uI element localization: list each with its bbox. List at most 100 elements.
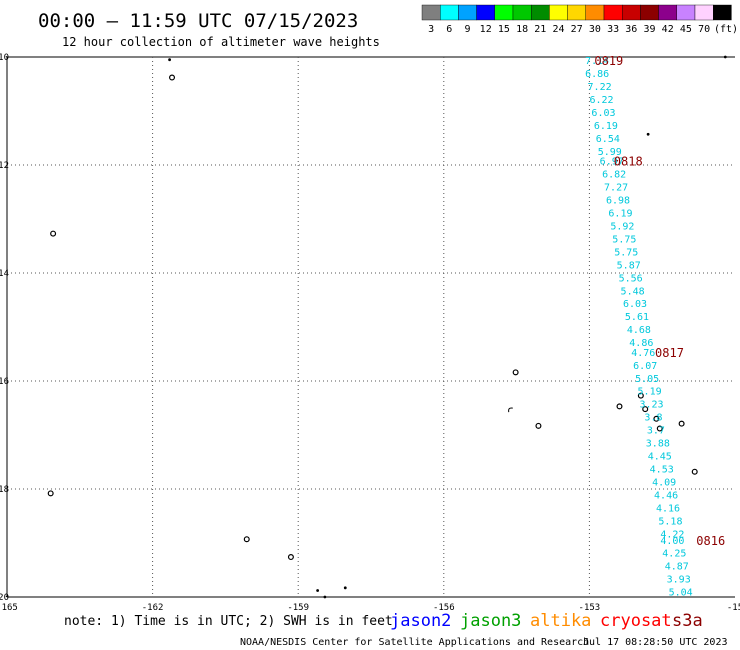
swh-value-label: 5.99 <box>598 147 622 158</box>
swh-value-label: 5.18 <box>658 516 682 527</box>
swh-value-label: 4.22 <box>660 529 684 540</box>
colorbar-label: 70 <box>698 24 710 35</box>
swh-value-label: 5.92 <box>610 221 634 232</box>
island-outline <box>243 536 250 543</box>
swh-value-label: 3.7 <box>647 426 665 437</box>
colorbar-swatch <box>658 4 677 21</box>
colorbar-label: 24 <box>552 24 564 35</box>
swh-value-label: 5.19 <box>638 387 662 398</box>
colorbar-swatch <box>549 4 568 21</box>
swh-value-label: 3.8 <box>644 413 662 424</box>
swh-value-label: 6.03 <box>591 108 615 119</box>
colorbar-swatch <box>440 4 459 21</box>
colorbar-label: 39 <box>643 24 655 35</box>
colorbar-label: 42 <box>662 24 674 35</box>
x-tick-label: -162 <box>142 603 164 613</box>
swh-value-label: 6.98 <box>606 196 630 207</box>
island-outline <box>653 415 660 422</box>
satellite-legend: jason2 jason3 altika cryosat s3a <box>390 611 703 631</box>
y-tick-label: -18 <box>0 485 9 495</box>
wave-height-colorbar: 3 6 9 12 15 18 21 24 27 30 33 36 39 42 45 70 <box>421 4 732 35</box>
swh-value-label: 7.14 <box>585 56 609 67</box>
y-tick-label: -10 <box>0 53 9 63</box>
y-tick-label: -14 <box>0 269 9 279</box>
footer-credit: NOAA/NESDIS Center for Satellite Applica… <box>240 637 589 648</box>
colorbar-label: 21 <box>534 24 546 35</box>
colorbar-label: 27 <box>571 24 583 35</box>
pass-time-label: 0816 <box>696 534 725 548</box>
pass-time-label: 0819 <box>594 54 623 68</box>
satellite-legend-s3a: s3a <box>672 611 703 631</box>
satellite-legend-jason2: jason2 <box>390 611 451 631</box>
colorbar-swatch <box>694 4 714 21</box>
colorbar-swatch <box>585 4 605 21</box>
swh-value-label: 6.54 <box>596 134 620 145</box>
satellite-legend-altika: altika <box>530 611 591 631</box>
island-outline <box>535 422 542 429</box>
pass-time-label: 0817 <box>655 346 684 360</box>
colorbar-label: 33 <box>607 24 619 35</box>
island-outline <box>691 468 698 475</box>
plot-grid <box>7 57 735 597</box>
swh-value-label: 7.22 <box>588 82 612 93</box>
colorbar-label: 36 <box>625 24 637 35</box>
x-tick-label: -159 <box>287 603 309 613</box>
island-dot <box>316 589 320 592</box>
island-dot <box>168 58 171 62</box>
map-title: 00:00 – 11:59 UTC 07/15/2023 <box>38 10 358 32</box>
swh-value-label: 7.27 <box>604 183 628 194</box>
colorbar-swatch <box>494 4 514 21</box>
y-tick-label: -20 <box>0 593 9 603</box>
swh-value-label: 6.19 <box>594 121 618 132</box>
swh-value-label: 6.82 <box>602 170 626 181</box>
island-outline <box>512 369 519 376</box>
colorbar-label: 12 <box>480 24 492 35</box>
swh-value-label: 3.93 <box>667 575 691 586</box>
island-outline <box>287 554 294 561</box>
island-dot <box>323 595 327 599</box>
colorbar-swatch <box>421 4 441 21</box>
swh-value-label: 6.19 <box>608 209 632 220</box>
island-outline <box>50 230 57 237</box>
colorbar-label: 3 <box>428 24 434 35</box>
island-outline <box>678 420 685 427</box>
colorbar-label: 18 <box>516 24 528 35</box>
swh-value-label: 5.04 <box>669 588 693 599</box>
swh-value-label: 5.48 <box>621 286 645 297</box>
x-tick-label: -15 <box>727 603 740 613</box>
swh-value-label: 6.97 <box>600 157 624 168</box>
island-dot <box>343 586 347 590</box>
swh-value-label: 4.76 <box>631 348 655 359</box>
island-outline <box>169 74 176 81</box>
colorbar-swatch <box>676 4 696 21</box>
swh-value-label: 5.05 <box>635 374 659 385</box>
colorbar-label: 15 <box>498 24 510 35</box>
colorbar-label: 30 <box>589 24 601 35</box>
axis-tick-labels: -165 -162 -159 -156 -153 -15 -10 -12 -14 -16 -18 -2… <box>0 53 740 613</box>
x-tick-label: -153 <box>579 603 601 613</box>
x-tick-label: -165 <box>0 603 18 613</box>
colorbar-swatch <box>531 4 550 21</box>
swh-value-label: 4.25 <box>662 549 686 560</box>
colorbar-swatch <box>458 4 477 21</box>
colorbar-swatch <box>603 4 623 21</box>
swh-value-label: 4.46 <box>654 490 678 501</box>
pass-time-label: 0818 <box>614 155 643 169</box>
atoll-outline <box>508 407 513 413</box>
x-tick-label: -156 <box>433 603 455 613</box>
colorbar-label: 9 <box>464 24 470 35</box>
colorbar-swatch <box>567 4 586 21</box>
colorbar-unit-label: (ft) <box>714 24 738 35</box>
island-outline <box>637 392 644 399</box>
footer-timestamp: Jul 17 08:28:50 UTC 2023 <box>583 637 728 648</box>
colorbar-swatch <box>512 4 532 21</box>
colorbar-label: 6 <box>446 24 452 35</box>
satellite-track: 7.14 6.86 7.22 6.22 6.03 6.19 6.54 5.996.97 6.82… <box>585 54 725 598</box>
footer-note: note: 1) Time is in UTC; 2) SWH is in fe… <box>64 614 393 629</box>
swh-value-label: 4.53 <box>650 464 674 475</box>
swh-value-label: 5.75 <box>612 234 636 245</box>
y-tick-label: -12 <box>0 161 9 171</box>
island-dot <box>723 55 727 59</box>
colorbar-swatch <box>640 4 659 21</box>
